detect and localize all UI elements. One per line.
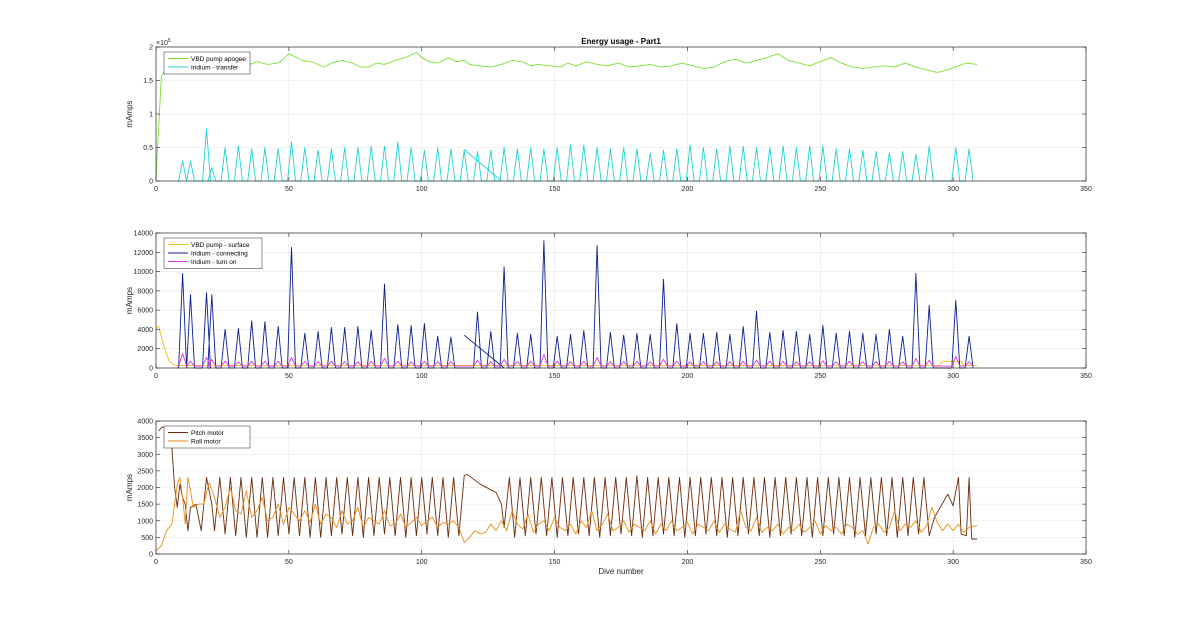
x-tick-label: 0 <box>154 559 158 566</box>
x-tick-label: 150 <box>549 373 561 380</box>
y-tick-label: 12000 <box>134 250 154 257</box>
series-connector-line <box>463 149 502 182</box>
legend-entry: Iridium - transfer <box>191 64 239 71</box>
y-tick-label: 2000 <box>137 485 153 492</box>
y-tick-label: 3000 <box>137 452 153 459</box>
y-tick-label: 14000 <box>134 231 154 238</box>
x-tick-label: 150 <box>549 186 561 193</box>
plot-area <box>156 233 1086 368</box>
y-axis-label: mAmps <box>125 287 134 314</box>
y-tick-label: 1 <box>149 112 153 119</box>
y-axis-label: mAmps <box>125 474 134 501</box>
legend-box <box>163 51 251 75</box>
x-tick-label: 350 <box>1080 186 1092 193</box>
series-connector-line <box>463 334 505 369</box>
y-tick-label: 1000 <box>137 518 153 525</box>
series-line-1 <box>158 426 978 540</box>
x-tick-label: 200 <box>682 559 694 566</box>
chart-title: Energy usage - Part1 <box>581 37 661 46</box>
legend-box <box>163 425 251 449</box>
x-tick-label: 50 <box>285 373 293 380</box>
x-tick-label: 350 <box>1080 559 1092 566</box>
y-exponent-power: 5 <box>168 38 171 44</box>
legend-entry: VBD pump apogee <box>191 56 246 63</box>
y-tick-label: 6000 <box>137 308 153 315</box>
y-tick-label: 2 <box>149 45 153 52</box>
x-tick-label: 300 <box>947 559 959 566</box>
series-line-2 <box>155 477 978 552</box>
y-tick-label: 10000 <box>134 269 154 276</box>
x-tick-label: 0 <box>154 186 158 193</box>
y-tick-label: 4000 <box>137 419 153 426</box>
legend-entry: Iridium - connecting <box>191 250 248 257</box>
y-tick-label: 0 <box>149 552 153 559</box>
x-axis-label: Dive number <box>598 567 644 576</box>
x-tick-label: 50 <box>285 559 293 566</box>
x-tick-label: 200 <box>682 373 694 380</box>
axes-frame <box>155 232 1087 369</box>
y-tick-label: 1500 <box>137 502 153 509</box>
x-tick-label: 350 <box>1080 373 1092 380</box>
subplot-3: 0 50 100 150 200 250 300 3500500100015002000250… <box>125 419 1092 577</box>
series-line-1 <box>155 51 978 178</box>
y-tick-label: 2000 <box>137 346 153 353</box>
x-tick-label: 300 <box>947 373 959 380</box>
x-tick-label: 300 <box>947 186 959 193</box>
x-tick-label: 250 <box>814 373 826 380</box>
x-tick-label: 250 <box>814 559 826 566</box>
y-exponent-label: ×105 <box>156 38 171 47</box>
x-tick-label: 250 <box>814 186 826 193</box>
series-line-3 <box>177 353 974 367</box>
subplot-2: 0 50 100 150 200 250 300 350 0 2000 4000 6000 8000 10… <box>125 231 1092 381</box>
legend-entry: Pitch motor <box>191 430 225 437</box>
y-tick-label: 0.5 <box>143 145 153 152</box>
x-tick-label: 200 <box>682 186 694 193</box>
legend-entry: Iridium - turn on <box>191 259 237 266</box>
subplot-1: 0 50 100 150 200 250 300 350 0 0.5 1 1.5 2×105 Energy… <box>125 37 1092 193</box>
y-tick-label: 3500 <box>137 435 153 442</box>
legend-entry: Roll motor <box>191 438 221 445</box>
y-tick-label: 0 <box>149 366 153 373</box>
y-tick-label: 500 <box>141 535 153 542</box>
y-tick-label: 8000 <box>137 288 153 295</box>
x-tick-label: 150 <box>549 559 561 566</box>
y-tick-label: 2500 <box>137 468 153 475</box>
x-tick-label: 100 <box>416 373 428 380</box>
y-tick-label: 4000 <box>137 327 153 334</box>
y-axis-label: mAmps <box>125 100 134 127</box>
x-tick-label: 100 <box>416 559 428 566</box>
x-tick-label: 0 <box>154 373 158 380</box>
x-tick-label: 100 <box>416 186 428 193</box>
y-tick-label: 0 <box>149 179 153 186</box>
y-tick-label: 1.5 <box>143 78 153 85</box>
legend-entry: VBD pump - surface <box>191 242 250 249</box>
x-tick-label: 50 <box>285 186 293 193</box>
